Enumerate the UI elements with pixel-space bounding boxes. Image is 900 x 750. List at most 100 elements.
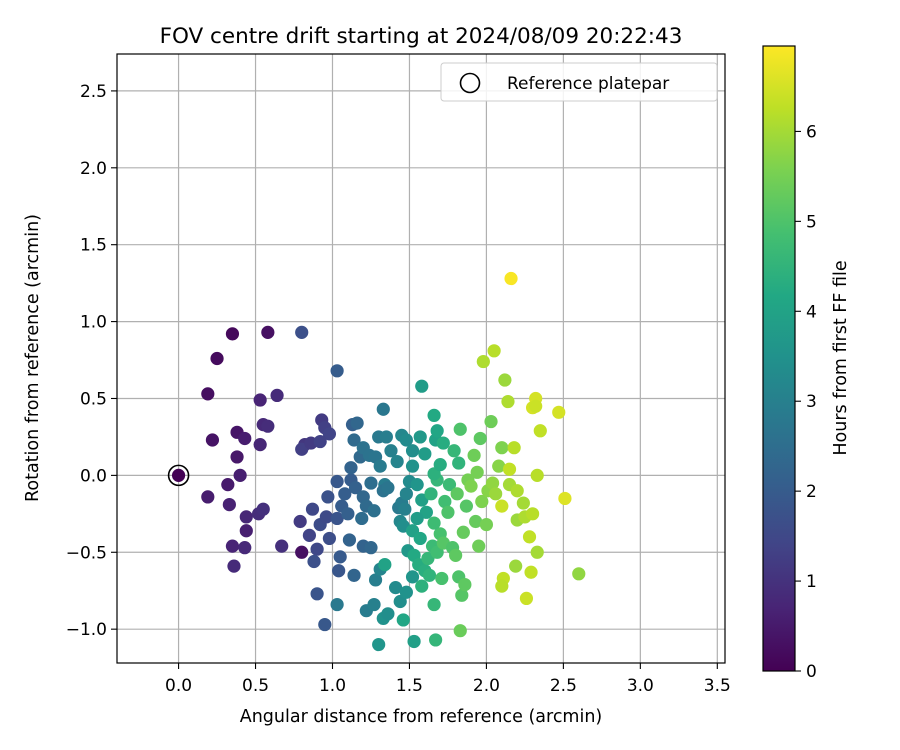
- scatter-point: [441, 505, 455, 519]
- scatter-point: [450, 487, 464, 501]
- scatter-point: [368, 573, 383, 587]
- scatter-point: [322, 427, 337, 441]
- scatter-point: [372, 637, 386, 652]
- scatter-point: [330, 511, 344, 526]
- y-tick-label: 1.5: [80, 236, 107, 256]
- scatter-point: [516, 496, 530, 510]
- scatter-point: [201, 490, 215, 504]
- scatter-point: [342, 533, 357, 547]
- scatter-point: [318, 617, 332, 632]
- scatter-point: [453, 624, 467, 638]
- scatter-point: [405, 570, 420, 584]
- scatter-point: [355, 511, 369, 526]
- x-tick-label: 2.0: [473, 676, 500, 696]
- scatter-point: [307, 554, 321, 569]
- scatter-point: [501, 394, 515, 409]
- legend: Reference platepar: [440, 62, 718, 102]
- y-tick-label: 2.0: [80, 159, 107, 179]
- reference-platepar-marker: [167, 464, 190, 487]
- scatter-point: [487, 344, 501, 358]
- scatter-point: [201, 387, 215, 401]
- scatter-point: [381, 481, 395, 495]
- scatter-point: [495, 441, 509, 455]
- scatter-point: [529, 399, 543, 413]
- scatter-point: [410, 511, 424, 526]
- scatter-point: [433, 458, 447, 472]
- scatter-point: [449, 548, 463, 562]
- scatter-point: [313, 434, 327, 449]
- scatter-point: [390, 454, 404, 469]
- scatter-point: [484, 414, 498, 429]
- scatter-point: [413, 430, 427, 444]
- scatter-point: [510, 484, 524, 498]
- scatter-point: [485, 476, 500, 490]
- scatter-point: [225, 327, 240, 341]
- scatter-point: [364, 541, 378, 555]
- scatter-point: [410, 478, 424, 492]
- colorbar-frame: [762, 45, 796, 672]
- y-tick-label: −0.5: [66, 543, 107, 563]
- scatter-point: [472, 539, 486, 553]
- scatter-point: [427, 597, 441, 612]
- x-axis-label: Angular distance from reference (arcmin): [240, 707, 603, 727]
- scatter-point: [415, 579, 429, 593]
- scatter-point: [332, 564, 346, 578]
- scatter-point: [442, 478, 457, 492]
- scatter-point: [399, 433, 413, 447]
- scatter-point: [310, 542, 324, 556]
- scatter-point: [373, 459, 387, 473]
- scatter-point: [302, 528, 317, 542]
- scatter-point: [435, 571, 449, 586]
- scatter-point: [479, 517, 494, 532]
- scatter-point: [310, 587, 324, 601]
- scatter-point: [509, 559, 523, 573]
- scatter-point: [389, 581, 403, 595]
- legend-box: [440, 62, 718, 102]
- scatter-point: [475, 494, 489, 509]
- scatter-point: [458, 577, 472, 592]
- colorbar-gradient: [763, 46, 795, 671]
- scatter-point: [253, 438, 267, 452]
- scatter-point: [275, 539, 289, 553]
- scatter-point: [210, 351, 224, 366]
- x-axis-ticks: 0.0 0.5 1.0 1.5 2.0 2.5 3.0 3.5: [165, 663, 731, 696]
- y-tick-label: 0.5: [80, 389, 107, 409]
- scatter-point: [205, 433, 220, 447]
- y-tick-label: 1.0: [80, 313, 107, 333]
- scatter-point: [225, 539, 240, 553]
- scatter-point: [295, 325, 309, 339]
- legend-reference-marker: [459, 72, 481, 94]
- scatter-point: [473, 431, 487, 446]
- chart-title: FOV centre drift starting at 2024/08/09 …: [160, 24, 683, 49]
- scatter-point: [572, 567, 586, 581]
- scatter-point: [261, 419, 275, 433]
- y-tick-label: −1.0: [66, 620, 107, 640]
- scatter-point: [495, 579, 509, 593]
- scatter-point: [396, 613, 410, 627]
- scatter-point: [413, 531, 427, 546]
- colorbar-tick-label: 1: [806, 572, 817, 592]
- scatter-point: [418, 447, 432, 461]
- scatter-point: [452, 456, 466, 470]
- scatter-point: [344, 461, 358, 475]
- scatter-point: [293, 514, 307, 529]
- scatter-point: [429, 633, 443, 647]
- scatter-point: [239, 524, 253, 538]
- scatter-point: [455, 588, 469, 602]
- scatter-point: [456, 525, 470, 539]
- colorbar-tick-label: 3: [806, 392, 817, 412]
- scatter-point: [253, 393, 267, 407]
- scatter-point: [558, 491, 572, 506]
- scatter-point: [470, 465, 484, 479]
- scatter-point: [530, 545, 544, 559]
- scatter-point: [476, 354, 490, 369]
- colorbar-label: Hours from first FF file: [831, 260, 851, 455]
- scatter-point: [338, 487, 352, 501]
- y-axis-ticks: −1.0 −0.5 0.0 0.5 1.0 1.5 2.0 2.5: [66, 82, 117, 640]
- scatter-point: [492, 459, 506, 473]
- scatter-point: [524, 565, 538, 579]
- plot-frame: [116, 53, 726, 664]
- scatter-point: [341, 507, 355, 521]
- scatter-point: [464, 479, 478, 493]
- scatter-point: [270, 388, 284, 403]
